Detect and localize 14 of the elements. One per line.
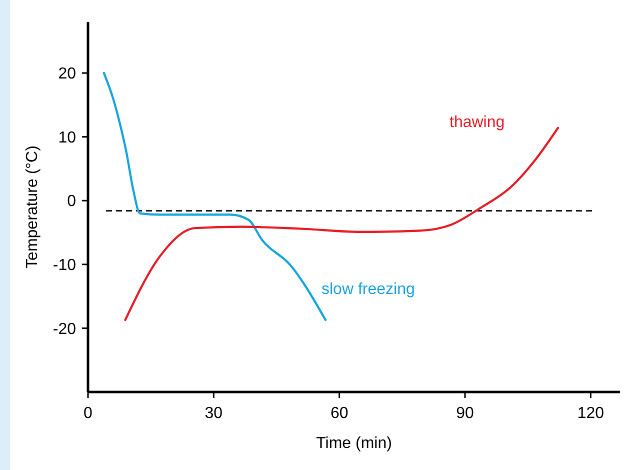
y-axis-title: Temperature (°C) [24,146,41,268]
x-tick-label: 90 [456,405,474,422]
x-tick-label: 30 [204,405,223,422]
y-tick-label: 10 [58,129,76,146]
y-tick-label: -10 [52,257,76,274]
series-label: slow freezing [322,280,415,298]
y-tick-label: -20 [52,320,76,338]
y-tick-label: 20 [58,66,76,83]
y-tick-label: 0 [67,193,76,210]
x-tick-label: 0 [84,405,93,422]
x-tick-label: 120 [577,405,604,422]
x-tick-label: 60 [330,405,348,422]
text: thawing [450,114,505,132]
x-axis-title: Time (min) [316,435,392,452]
